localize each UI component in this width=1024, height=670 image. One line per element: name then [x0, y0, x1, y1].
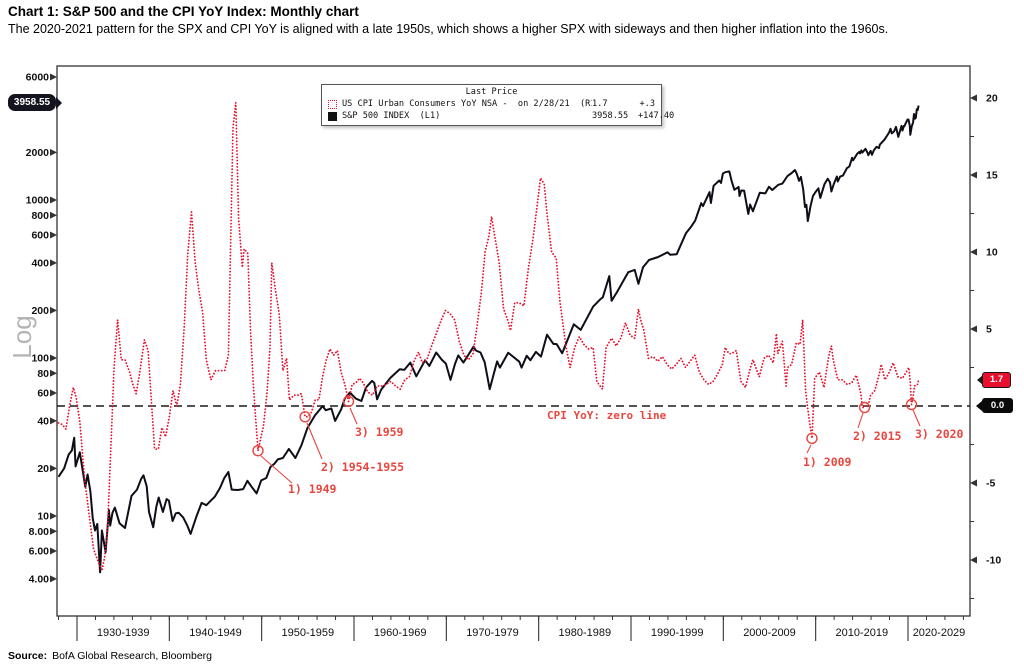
left-axis-tick-arrow: [50, 73, 57, 81]
right-axis-tick-label: 15: [986, 170, 998, 182]
left-axis-tick-arrow: [50, 196, 57, 204]
legend-cpi-label: US CPI Urban Consumers YoY NSA - on 2/28…: [342, 99, 592, 109]
annotation-ring: [806, 432, 818, 444]
spx-last-price-pill: 3958.55: [8, 94, 62, 111]
left-axis-tick-label: 2000: [26, 147, 50, 159]
left-axis-tick-label: 60: [37, 388, 49, 400]
cpi-zero-line-label: CPI YoY: zero line: [547, 409, 667, 422]
spx-series-line: [57, 105, 920, 574]
legend-row-cpi: US CPI Urban Consumers YoY NSA - on 2/28…: [328, 98, 655, 110]
left-axis-tick-arrow: [50, 354, 57, 362]
log-scale-label: Log: [7, 315, 37, 359]
annotation-label: 3) 2020: [915, 427, 964, 441]
annotation-leader-line: [306, 422, 323, 460]
left-axis-tick-label: 20: [37, 463, 49, 475]
annotation-leader-line: [912, 409, 921, 427]
annotation-leader-line: [806, 444, 812, 454]
left-axis-tick-label: 40: [37, 415, 49, 427]
cpi-last-price-pill: 1.7: [977, 372, 1011, 388]
right-axis-tick-label: 20: [986, 93, 998, 105]
right-axis-tick-arrow: [970, 556, 977, 564]
x-axis-decade-label: 1950-1959: [282, 627, 335, 639]
left-axis-tick-label: 600: [31, 230, 49, 242]
left-axis-tick-arrow: [50, 527, 57, 535]
left-axis-tick-label: 6000: [26, 72, 50, 84]
annotation-label: 2) 2015: [853, 429, 902, 443]
left-axis-tick-label: 80: [37, 368, 49, 380]
x-axis-decade-label: 2020-2029: [913, 627, 966, 639]
right-axis-tick-label: 10: [986, 247, 998, 259]
legend-title: Last Price: [465, 87, 518, 97]
left-axis-tick-arrow: [50, 231, 57, 239]
left-axis-tick-label: 8.00: [29, 526, 50, 538]
right-axis-tick-arrow: [970, 248, 977, 256]
annotation-label: 2) 1954-1955: [321, 460, 404, 474]
left-axis-tick-label: 100: [31, 353, 49, 365]
left-axis-tick-arrow: [50, 464, 57, 472]
x-axis-decade-label: 1980-1989: [559, 627, 612, 639]
chart-subtitle: The 2020-2021 pattern for the SPX and CP…: [8, 22, 889, 36]
zero-line-pill: 0.0: [976, 398, 1013, 413]
right-axis-tick-arrow: [970, 94, 977, 102]
annotation-ring: [252, 445, 264, 457]
left-axis-tick-arrow: [50, 259, 57, 267]
annotation-label: 1) 1949: [288, 482, 337, 496]
left-axis-tick-label: 200: [31, 305, 49, 317]
x-axis-decade-label: 1970-1979: [466, 627, 519, 639]
annotation-leader-line: [857, 412, 864, 429]
source-label: Source:: [8, 650, 48, 662]
annotation-label: 3) 1959: [355, 425, 404, 439]
left-axis-tick-label: 10: [37, 511, 49, 523]
cpi-dotted-swatch-icon: [328, 99, 337, 109]
right-axis-tick-label: 5: [986, 324, 992, 336]
right-axis-tick-arrow: [970, 171, 977, 179]
chart-title: Chart 1: S&P 500 and the CPI YoY Index: …: [8, 4, 359, 19]
left-axis-tick-arrow: [50, 369, 57, 377]
annotation-ring: [858, 401, 871, 414]
x-axis-decade-label: 2000-2009: [743, 627, 796, 639]
x-axis-decade-label: 2010-2019: [836, 627, 889, 639]
legend-row-spx: S&P 500 INDEX (L1) 3958.55 +147.40: [328, 110, 674, 122]
annotation-ring: [905, 398, 918, 411]
left-axis-tick-label: 1000: [26, 195, 50, 207]
left-axis-tick-arrow: [50, 211, 57, 219]
legend-box: Last Price US CPI Urban Consumers YoY NS…: [321, 84, 674, 126]
left-axis-tick-arrow: [50, 575, 57, 583]
spx-filled-swatch-icon: [328, 111, 337, 121]
annotation-label: 1) 2009: [803, 455, 852, 469]
left-axis-tick-arrow: [50, 148, 57, 156]
x-axis-decade-label: 1930-1939: [97, 627, 150, 639]
left-axis-tick-arrow: [50, 512, 57, 520]
legend-spx-value: 3958.55: [592, 111, 629, 121]
legend-spx-label: S&P 500 INDEX (L1): [342, 111, 441, 121]
source-line: Source: BofA Global Research, Bloomberg: [8, 650, 212, 662]
x-axis-decade-label: 1960-1969: [374, 627, 427, 639]
annotation-leader-line: [260, 455, 293, 484]
annotation-leader-line: [349, 407, 358, 425]
x-axis-decade-label: 1940-1949: [189, 627, 242, 639]
annotation-ring: [299, 411, 311, 423]
left-axis-tick-label: 400: [31, 257, 49, 269]
cpi-series-line: [57, 101, 920, 572]
annotation-ring: [342, 395, 355, 408]
left-axis-tick-label: 800: [31, 210, 49, 222]
right-axis-tick-arrow: [970, 479, 977, 487]
left-axis-tick-arrow: [50, 389, 57, 397]
left-axis-tick-arrow: [50, 306, 57, 314]
plot-border: [56, 65, 971, 617]
left-axis-tick-arrow: [50, 417, 57, 425]
left-axis-tick-arrow: [50, 547, 57, 555]
legend-cpi-value: 1.7: [592, 99, 608, 109]
left-axis-tick-label: 4.00: [29, 573, 50, 585]
source-text: BofA Global Research, Bloomberg: [52, 650, 213, 662]
right-axis-tick-arrow: [970, 325, 977, 333]
left-axis-tick-label: 6.00: [29, 546, 50, 558]
x-axis-decade-label: 1990-1999: [651, 627, 704, 639]
right-axis-tick-label: -5: [986, 478, 995, 490]
right-axis-tick-label: -10: [986, 555, 1001, 567]
legend-spx-change: +147.40: [638, 111, 675, 121]
legend-cpi-change: +.3: [639, 99, 655, 109]
